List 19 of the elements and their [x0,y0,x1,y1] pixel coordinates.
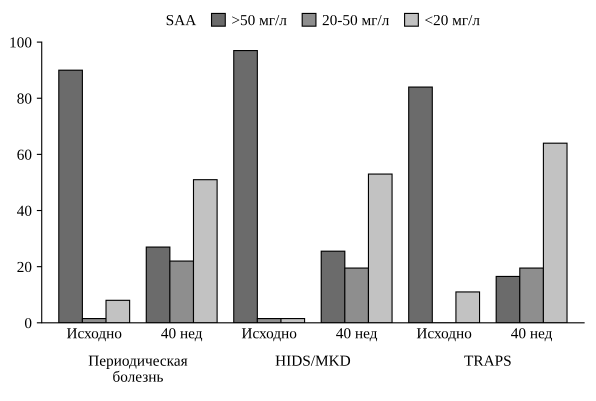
legend-label: <20 мг/л [425,14,480,26]
legend-label: >50 мг/л [232,14,287,26]
text: HIDS/MKD [276,356,350,366]
y-tick-label: 0 [24,318,32,328]
y-tick-label: 60 [17,150,32,160]
legend-title: SAA [166,14,196,26]
text: Периодическая болезнь [88,356,188,382]
y-tick-label: 80 [17,93,32,104]
legend-label: 20-50 мг/л [322,14,389,26]
y-tick-label: 100 [10,37,32,48]
y-tick-label: 20 [17,262,32,272]
x-tick-label: Исходно [416,328,472,342]
x-tick-label: Исходно [242,328,296,342]
text: TRAPS [464,356,511,366]
x-tick-label: 40 нед [336,328,378,342]
x-tick-label: Исходно [66,328,122,342]
x-tick-label: 40 нед [511,328,552,342]
x-tick-label: 40 нед [161,328,202,342]
y-tick-label: 40 [17,206,32,216]
